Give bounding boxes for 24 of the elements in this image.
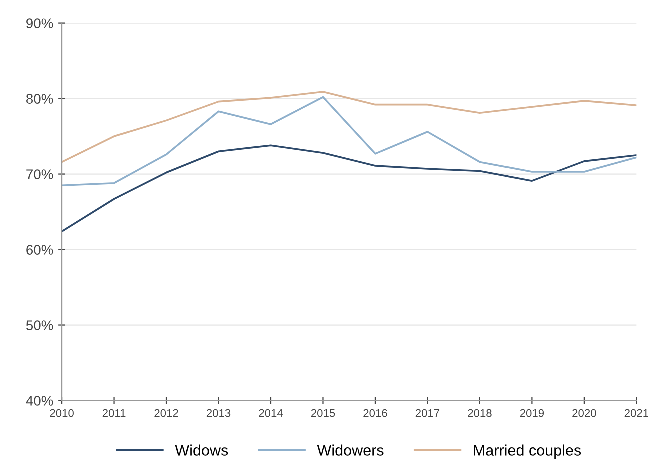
x-tick-label: 2021 — [624, 409, 648, 418]
y-tick-label: 80% — [26, 94, 54, 104]
x-tick-label: 2013 — [206, 409, 231, 418]
y-tick-label: 50% — [26, 320, 54, 330]
x-tick-label: 2020 — [572, 409, 596, 418]
x-tick-label: 2015 — [311, 409, 336, 418]
y-tick-label: 60% — [26, 245, 54, 255]
x-tick-label: 2018 — [468, 409, 492, 418]
y-tick-label: 90% — [26, 18, 54, 28]
legend-label: Married couples — [474, 444, 582, 459]
y-tick-label: 40% — [26, 396, 54, 406]
x-tick-label: 2017 — [416, 409, 440, 418]
x-tick-label: 2014 — [259, 409, 284, 418]
line-series — [62, 91, 637, 164]
x-tick-label: 2016 — [364, 409, 388, 418]
x-tick-label: 2019 — [520, 409, 544, 418]
x-tick-label: 2012 — [154, 409, 178, 418]
legend-label: Widows — [175, 444, 228, 456]
line-series — [62, 96, 637, 187]
y-tick-label: 70% — [26, 170, 54, 180]
x-tick-label: 2010 — [50, 409, 74, 418]
line-series — [62, 144, 637, 233]
x-tick-label: 2011 — [102, 409, 126, 418]
legend-label: Widowers — [317, 444, 384, 456]
